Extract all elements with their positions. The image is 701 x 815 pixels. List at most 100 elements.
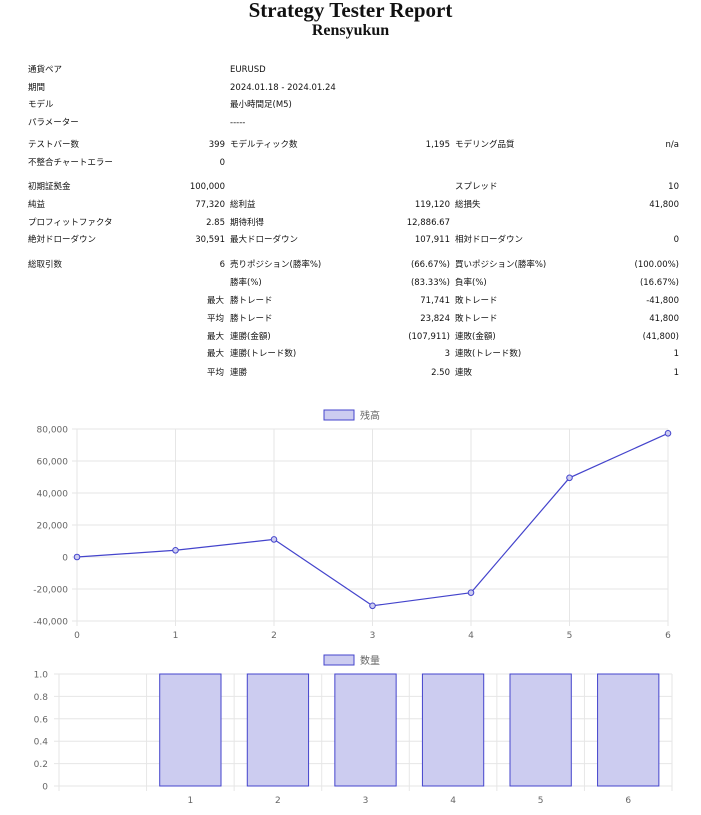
volume-bar [246, 673, 310, 787]
y-tick-label: 0 [42, 783, 48, 793]
max-loss-label: 敗トレード [455, 296, 498, 306]
long-value: (100.00%) [634, 260, 679, 270]
max-prefix: 最大 [207, 332, 225, 342]
deposit-label: 初期証拠金 [28, 182, 71, 192]
gross-profit-value: 119,120 [414, 200, 450, 210]
gross-loss-value: 41,800 [649, 200, 679, 210]
balance-point [467, 589, 475, 596]
x-tick-label: 4 [450, 796, 456, 806]
pf-value: 2.85 [206, 218, 225, 228]
bars-value: 399 [208, 140, 225, 150]
expected-value: 12,886.67 [406, 218, 450, 228]
y-tick-label: 20,000 [37, 522, 69, 532]
lossrate-value: (16.67%) [639, 278, 679, 288]
model-label: モデル [28, 100, 54, 110]
avg-win-value: 23,824 [420, 314, 450, 324]
pair-label: 通貨ペア [28, 65, 63, 75]
balance-chart-svg: 残高 80,000 60,000 40,000 20,000 0 -20,000 -40,00… [33, 409, 672, 641]
balance-point [566, 474, 573, 482]
rel-dd-label: 相対ドローダウン [455, 235, 524, 245]
avg-loss-value: 41,800 [649, 314, 679, 324]
x-tick-label: 6 [665, 631, 671, 641]
mismatch-label: 不整合チャートエラー [28, 158, 113, 168]
avg-prefix: 平均 [207, 314, 225, 324]
quality-value: n/a [665, 140, 679, 150]
max-win-label: 勝トレード [230, 296, 273, 306]
mismatch-value: 0 [219, 158, 225, 168]
y-tick-label: 0.2 [34, 760, 48, 770]
avg-cons-loss-value: 1 [673, 368, 679, 378]
max-dd-label: 最大ドローダウン [230, 235, 299, 245]
spread-value: 10 [668, 182, 679, 192]
abs-dd-label: 絶対ドローダウン [28, 235, 97, 245]
balance-point [172, 546, 179, 554]
x-tick-label: 6 [625, 796, 631, 806]
max-dd-value: 107,911 [414, 235, 450, 245]
net-value: 77,320 [195, 200, 225, 210]
cons-win-cnt-label: 連勝(トレード数) [230, 349, 297, 359]
legend-swatch [323, 654, 355, 666]
cons-win-amt-label: 連勝(金額) [230, 332, 271, 342]
net-label: 純益 [28, 200, 46, 210]
rel-dd-value: 0 [673, 235, 679, 245]
volume-bar [509, 673, 572, 787]
winrate-value: (83.33%) [410, 278, 450, 288]
x-tick-label: 4 [468, 631, 474, 641]
cons-loss-cnt-label: 連敗(トレード数) [455, 349, 522, 359]
y-tick-label: -20,000 [33, 586, 68, 596]
pair-value: EURUSD [230, 65, 266, 75]
avg-cons-win-value: 2.50 [431, 368, 450, 378]
max-prefix: 最大 [207, 296, 225, 306]
x-tick-label: 1 [187, 796, 193, 806]
x-tick-label: 0 [74, 631, 80, 641]
model-value: 最小時間足(M5) [230, 100, 292, 110]
volume-bar [597, 673, 660, 787]
avg-cons-loss-label: 連敗 [455, 368, 473, 378]
avg-prefix: 平均 [207, 368, 225, 378]
total-trades-label: 総取引数 [28, 260, 63, 270]
cons-win-amt-value: (107,911) [408, 332, 450, 342]
ticks-value: 1,195 [425, 140, 450, 150]
ticks-label: モデルティック数 [230, 140, 298, 150]
volume-chart: 数量 1.0 0.8 0.6 0.4 0.2 0 1 2 3 4 5 6 [0, 648, 701, 812]
y-tick-label: -40,000 [33, 618, 68, 628]
y-tick-label: 80,000 [37, 426, 69, 436]
cons-loss-amt-label: 連敗(金額) [455, 332, 496, 342]
max-loss-value: -41,800 [646, 296, 679, 306]
params-value: ----- [230, 118, 246, 128]
deposit-value: 100,000 [189, 182, 225, 192]
max-win-value: 71,741 [420, 296, 450, 306]
cons-win-cnt-value: 3 [444, 349, 450, 359]
x-tick-label: 3 [363, 796, 369, 806]
x-tick-label: 2 [271, 631, 277, 641]
x-tick-label: 5 [538, 796, 544, 806]
report-title: Strategy Tester Report [248, 0, 453, 22]
gross-profit-label: 総利益 [230, 200, 256, 210]
x-tick-label: 5 [567, 631, 573, 641]
volume-bar [421, 673, 485, 787]
y-tick-label: 0.8 [34, 693, 49, 703]
pf-label: プロフィットファクタ [28, 218, 113, 228]
legend-label: 残高 [360, 409, 380, 422]
balance-point [73, 553, 81, 561]
x-tick-label: 1 [173, 631, 179, 641]
short-label: 売りポジション(勝率%) [230, 260, 322, 270]
report-subtitle: Rensyukun [311, 22, 390, 39]
params-label: パラメーター [28, 118, 79, 128]
legend-swatch [323, 409, 355, 421]
y-tick-label: 60,000 [37, 458, 69, 468]
legend-label: 数量 [360, 654, 380, 667]
long-label: 買いポジション(勝率%) [455, 260, 547, 270]
expected-label: 期待利得 [230, 218, 265, 228]
y-tick-label: 0.6 [34, 715, 49, 725]
volume-bar [334, 673, 397, 787]
y-tick-label: 0 [62, 554, 68, 564]
x-tick-label: 3 [370, 631, 376, 641]
cons-loss-cnt-value: 1 [673, 349, 679, 359]
short-value: (66.67%) [410, 260, 450, 270]
y-tick-label: 1.0 [34, 671, 49, 681]
cons-loss-amt-value: (41,800) [642, 332, 679, 342]
balance-point [369, 602, 376, 610]
y-tick-label: 0.4 [34, 738, 49, 748]
volume-bar [159, 673, 222, 787]
